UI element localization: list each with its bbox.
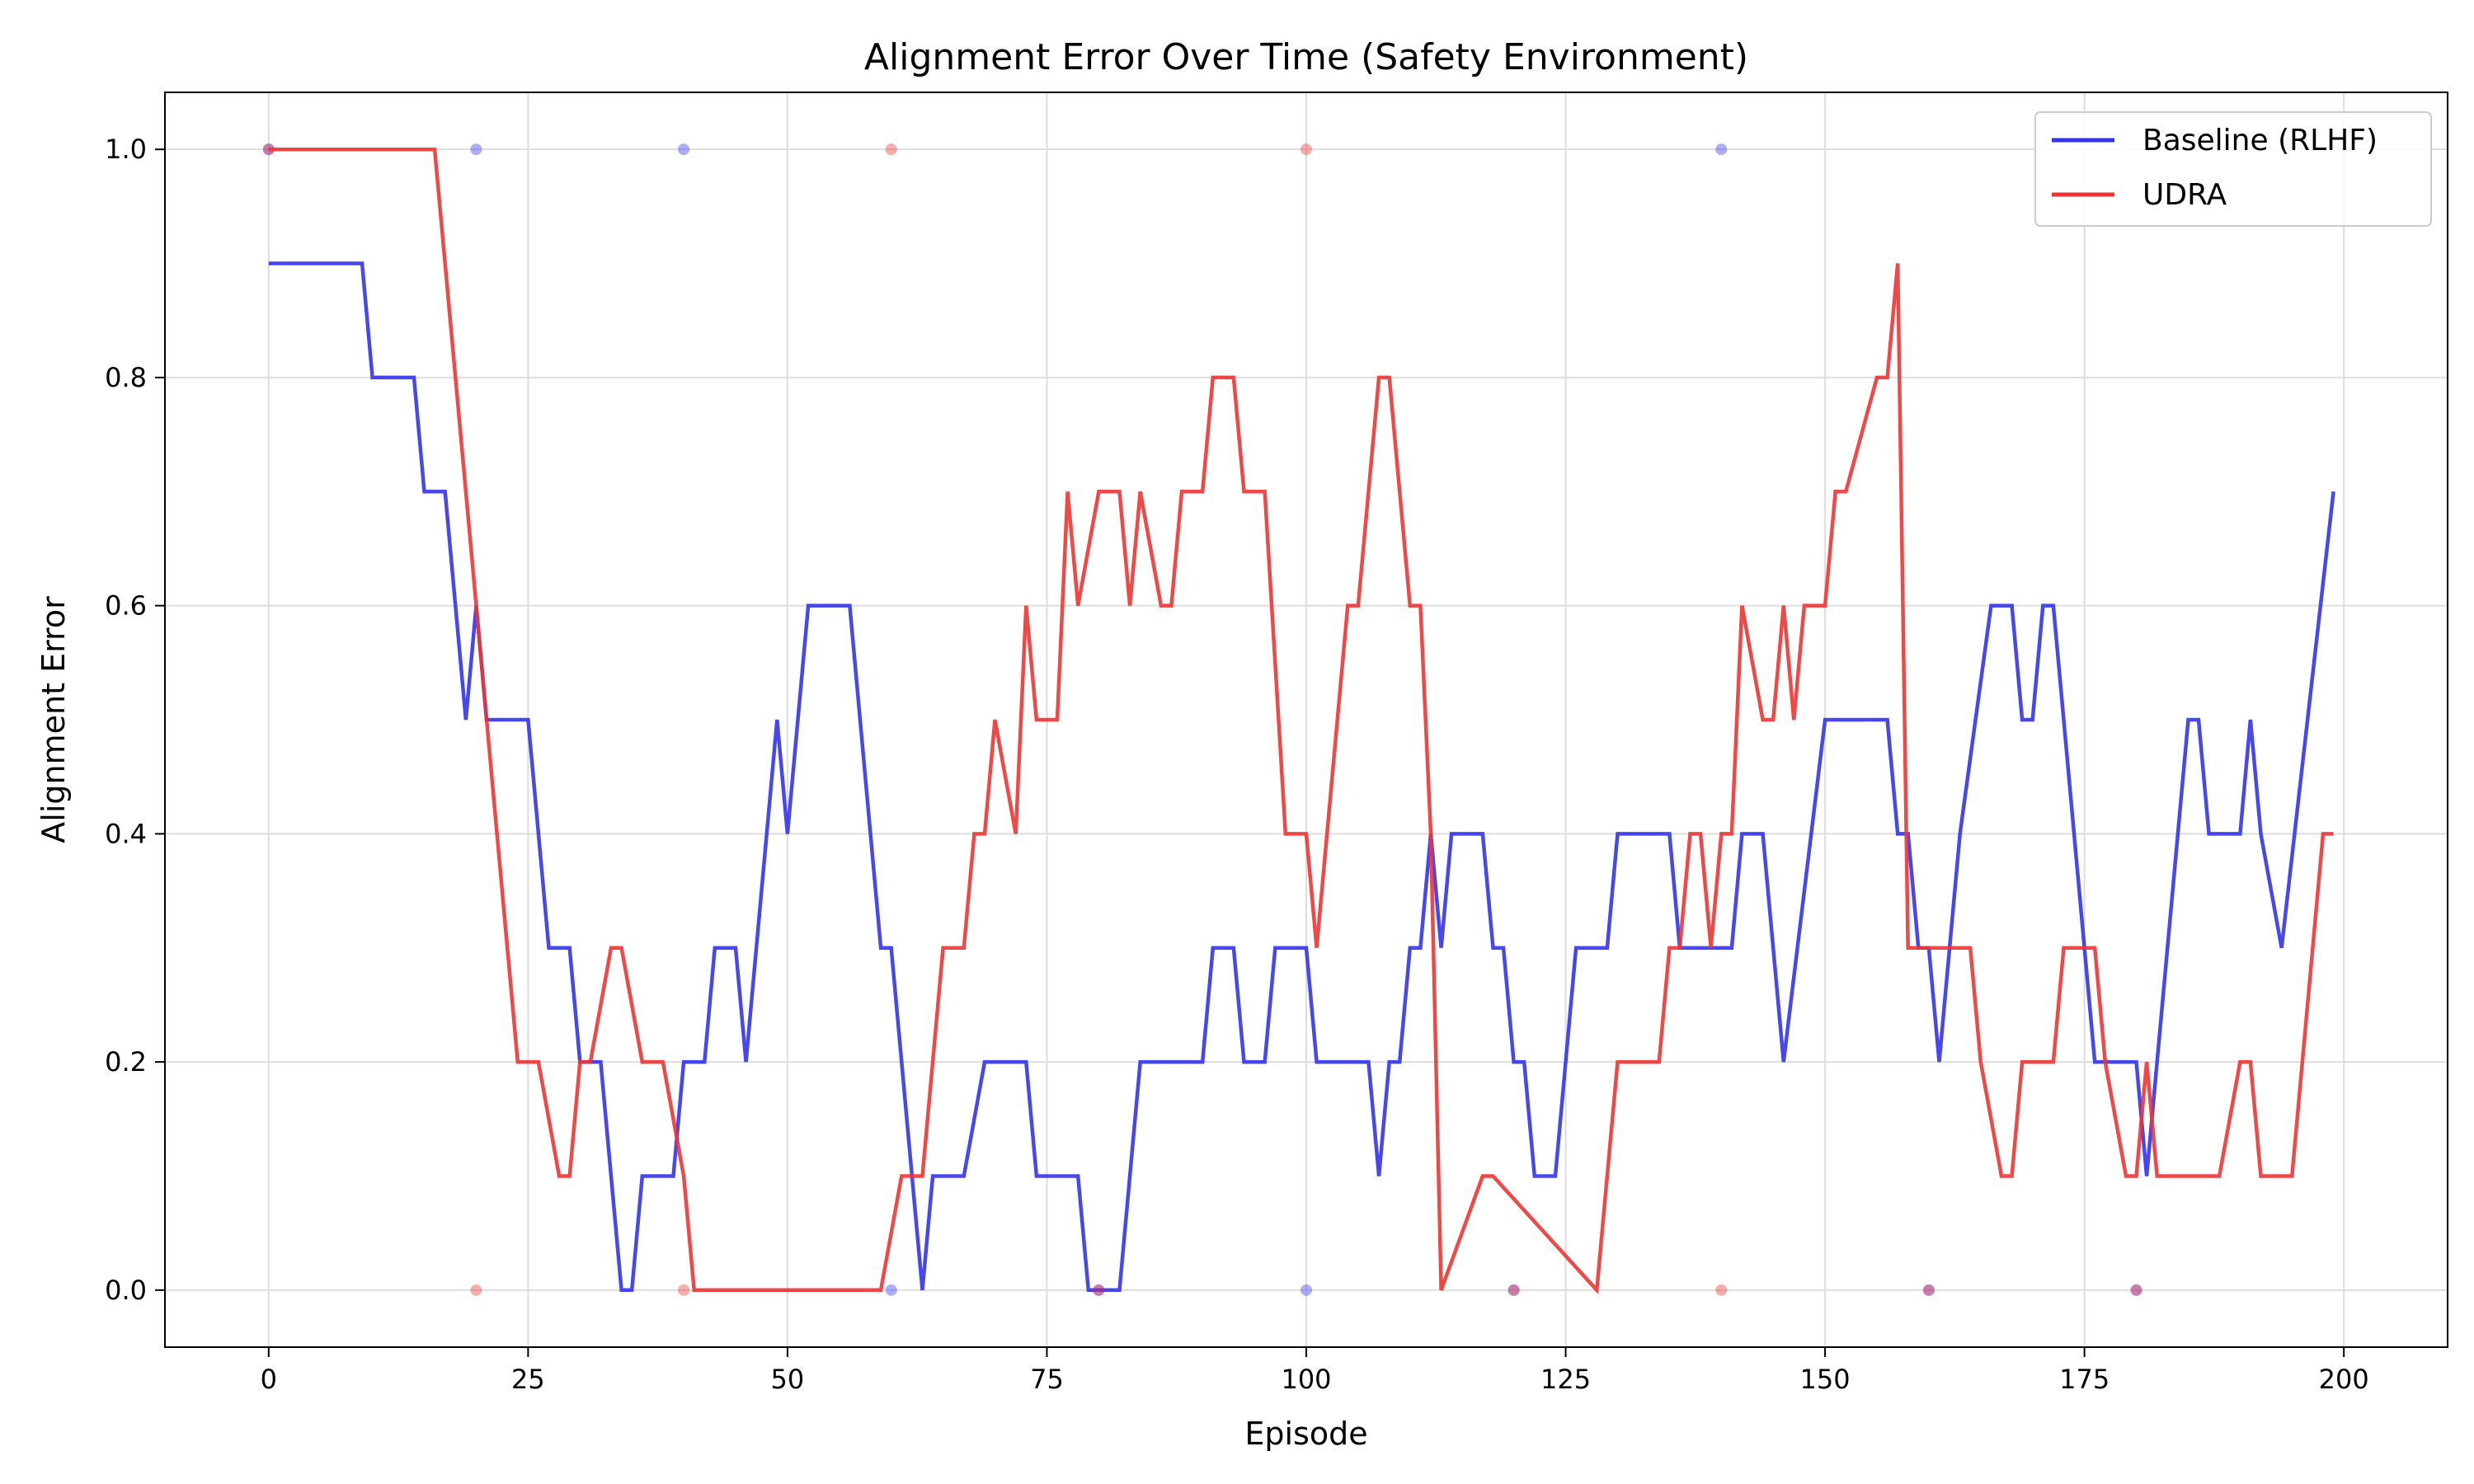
series-point: [1715, 1284, 1728, 1296]
series-point: [885, 1284, 897, 1296]
x-tick-label: 75: [1030, 1364, 1064, 1395]
series-udra: [262, 143, 2334, 1296]
series-point: [262, 143, 275, 156]
series-point: [1507, 1284, 1520, 1296]
x-axis-label: Episode: [1244, 1416, 1367, 1452]
series-point: [678, 143, 690, 156]
x-axis: 0 25 50 75 100 125 150 175 200: [261, 1347, 2369, 1395]
series-point: [470, 1284, 482, 1296]
series-baseline: [262, 143, 2335, 1296]
x-tick-label: 0: [261, 1364, 277, 1395]
series-point: [1300, 1284, 1312, 1296]
series-point: [1507, 1284, 1520, 1296]
x-tick-label: 25: [511, 1364, 545, 1395]
series-line: [268, 261, 2335, 1293]
series-line: [268, 147, 2334, 1295]
legend-label: UDRA: [2142, 178, 2227, 212]
y-axis-label: Alignment Error: [35, 596, 72, 843]
series-point: [2130, 1284, 2142, 1296]
grid: [165, 92, 2448, 1347]
series-point: [2130, 1284, 2142, 1296]
x-tick-label: 125: [1540, 1364, 1591, 1395]
series-point: [470, 143, 482, 156]
series-point: [1922, 1284, 1935, 1296]
legend-item: Baseline (RLHF): [2052, 124, 2378, 157]
legend: Baseline (RLHF) UDRA: [2034, 111, 2432, 227]
series-point: [1300, 143, 1312, 156]
series-point: [1922, 1284, 1935, 1296]
x-tick-label: 175: [2059, 1364, 2109, 1395]
series-point: [1715, 143, 1728, 156]
x-tick-label: 100: [1281, 1364, 1331, 1395]
series-point: [885, 143, 897, 156]
y-tick-label: 0.6: [105, 590, 147, 622]
chart-title: Alignment Error Over Time (Safety Enviro…: [864, 36, 1748, 78]
y-axis: 0.0 0.2 0.4 0.6 0.8 1.0: [105, 134, 165, 1306]
legend-box: [2034, 111, 2432, 227]
y-tick-label: 0.0: [105, 1275, 147, 1306]
y-tick-label: 0.4: [105, 818, 147, 849]
legend-label: Baseline (RLHF): [2142, 124, 2378, 157]
y-tick-label: 0.2: [105, 1046, 147, 1078]
x-tick-label: 50: [771, 1364, 805, 1395]
series-point: [678, 1284, 690, 1296]
y-tick-label: 1.0: [105, 134, 147, 165]
series-layer: [262, 143, 2335, 1296]
y-tick-label: 0.8: [105, 362, 147, 393]
x-tick-label: 200: [2319, 1364, 2369, 1395]
series-point: [1093, 1284, 1105, 1296]
x-tick-label: 150: [1800, 1364, 1851, 1395]
legend-item: UDRA: [2052, 178, 2227, 212]
series-point: [1093, 1284, 1105, 1296]
